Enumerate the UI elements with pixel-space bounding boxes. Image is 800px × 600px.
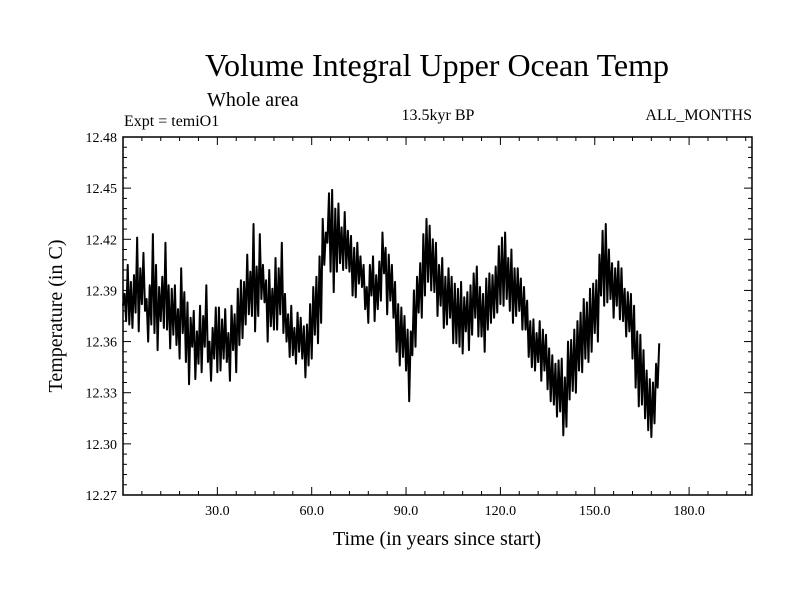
series-line-temiO1 <box>122 188 661 439</box>
tick-layer <box>123 136 752 496</box>
y-tick-label: 12.45 <box>86 182 118 197</box>
y-tick-label: 12.42 <box>86 233 118 248</box>
tick-label-layer: 30.0 60.0 90.0 120.0 150.0 180.0 12.27 12.30 12.… <box>86 131 705 519</box>
experiment-label: Expt = temiO1 <box>124 113 219 130</box>
y-axis-label: Temperature (in C) <box>45 240 67 393</box>
x-tick-label: 150.0 <box>579 504 611 519</box>
chart-title: Volume Integral Upper Ocean Temp <box>205 47 669 83</box>
chart-subtitle: Whole area <box>207 89 299 111</box>
y-tick-label: 12.30 <box>86 438 118 453</box>
x-tick-label: 60.0 <box>299 504 324 519</box>
x-tick-label: 30.0 <box>205 504 230 519</box>
y-tick-label: 12.36 <box>86 336 118 351</box>
months-label: ALL_MONTHS <box>645 107 752 124</box>
period-label: 13.5kyr BP <box>402 107 475 124</box>
y-tick-label: 12.39 <box>86 284 118 299</box>
x-axis-label: Time (in years since start) <box>333 528 541 550</box>
x-tick-label: 120.0 <box>485 504 517 519</box>
y-tick-label: 12.33 <box>86 387 118 402</box>
x-tick-label: 90.0 <box>394 504 419 519</box>
x-tick-label: 180.0 <box>673 504 705 519</box>
plot-frame <box>122 136 753 496</box>
y-tick-label: 12.27 <box>86 489 118 504</box>
y-tick-label: 12.48 <box>86 131 118 146</box>
